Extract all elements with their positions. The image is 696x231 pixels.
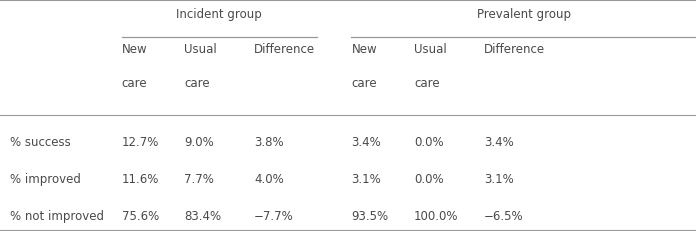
Text: 4.0%: 4.0%: [254, 173, 284, 185]
Text: 3.8%: 3.8%: [254, 136, 284, 149]
Text: Incident group: Incident group: [176, 8, 262, 21]
Text: 75.6%: 75.6%: [122, 210, 159, 222]
Text: 83.4%: 83.4%: [184, 210, 221, 222]
Text: Difference: Difference: [484, 43, 545, 55]
Text: % not improved: % not improved: [10, 210, 104, 222]
Text: 93.5%: 93.5%: [351, 210, 388, 222]
Text: 3.4%: 3.4%: [351, 136, 381, 149]
Text: % improved: % improved: [10, 173, 81, 185]
Text: 3.4%: 3.4%: [484, 136, 514, 149]
Text: 9.0%: 9.0%: [184, 136, 214, 149]
Text: Usual: Usual: [414, 43, 447, 55]
Text: care: care: [122, 77, 148, 90]
Text: New: New: [122, 43, 148, 55]
Text: 100.0%: 100.0%: [414, 210, 459, 222]
Text: care: care: [414, 77, 440, 90]
Text: 0.0%: 0.0%: [414, 136, 444, 149]
Text: New: New: [351, 43, 377, 55]
Text: care: care: [184, 77, 210, 90]
Text: 12.7%: 12.7%: [122, 136, 159, 149]
Text: Prevalent group: Prevalent group: [477, 8, 571, 21]
Text: 3.1%: 3.1%: [351, 173, 381, 185]
Text: −7.7%: −7.7%: [254, 210, 294, 222]
Text: 7.7%: 7.7%: [184, 173, 214, 185]
Text: 0.0%: 0.0%: [414, 173, 444, 185]
Text: Difference: Difference: [254, 43, 315, 55]
Text: 3.1%: 3.1%: [484, 173, 514, 185]
Text: % success: % success: [10, 136, 71, 149]
Text: −6.5%: −6.5%: [484, 210, 523, 222]
Text: Usual: Usual: [184, 43, 217, 55]
Text: 11.6%: 11.6%: [122, 173, 159, 185]
Text: care: care: [351, 77, 377, 90]
